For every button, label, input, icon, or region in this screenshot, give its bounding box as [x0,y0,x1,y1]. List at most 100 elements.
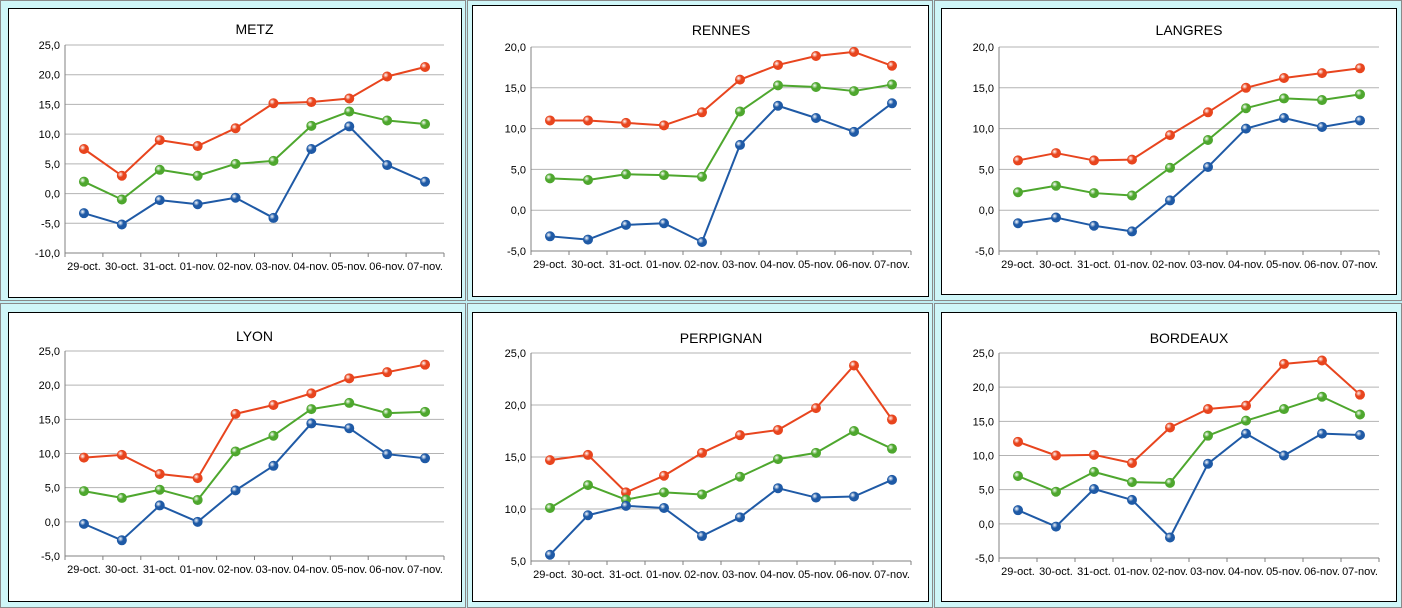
x-tick-label: 02-nov. [684,259,720,271]
x-tick-label: 29-oct. [533,569,567,581]
x-tick-label: 29-oct. [67,261,101,273]
chart-title: LANGRES [1156,22,1223,38]
series-line [1017,93,1361,197]
data-point [658,502,669,513]
data-point [1202,458,1213,469]
y-tick-label: -5,0 [41,551,60,563]
x-tick-label: 04-nov. [760,259,796,271]
x-tick-label: 31-oct. [609,259,643,271]
x-tick-label: 06-nov. [369,261,405,273]
y-tick-label: -5,0 [507,246,526,258]
data-point [734,471,745,482]
data-point [1278,73,1289,84]
data-point [1088,466,1099,477]
x-tick-label: 31-oct. [1077,259,1111,271]
data-point [1126,494,1137,505]
data-point [192,473,203,484]
y-tick-label: 0,0 [45,189,60,201]
data-point [420,359,431,370]
data-point [1316,355,1327,366]
y-tick-label: 10,0 [505,124,526,136]
data-point [658,487,669,498]
data-point [1088,155,1099,166]
y-tick-label: 25,0 [973,348,994,360]
data-point [1126,226,1137,237]
x-tick-label: 30-oct. [105,261,139,273]
x-tick-label: 31-oct. [143,261,177,273]
data-point [658,170,669,181]
data-point [1240,428,1251,439]
data-point [772,80,783,91]
chart-title: METZ [235,21,274,37]
data-point [810,447,821,458]
x-tick-label: 02-nov. [684,569,720,581]
y-tick-label: 15,0 [39,414,60,426]
chart-svg: PERPIGNAN 5,0 10,0 15,0 20,0 25,0 29-oct. 30-oc… [505,330,912,581]
data-point [1240,103,1251,114]
data-point [1278,358,1289,369]
x-tick-label: 03-nov. [722,259,758,271]
data-point [382,367,393,378]
x-tick-label: 06-nov. [369,564,405,576]
x-tick-label: 03-nov. [256,564,292,576]
x-tick-label: 07-nov. [874,569,910,581]
x-tick-label: 07-nov. [407,564,443,576]
y-tick-label: 10,0 [505,504,526,516]
series-line [549,83,893,182]
data-point [1354,409,1365,420]
y-tick-label: 25,0 [39,346,60,358]
data-point [1164,422,1175,433]
data-point [696,171,707,182]
chart-svg: LANGRES -5,0 0,0 5,0 10,0 15,0 20,0 29-oct. 30-o… [973,22,1380,271]
data-point [1202,107,1213,118]
x-tick-label: 01-nov. [646,569,682,581]
data-point [734,74,745,85]
x-tick-label: 05-nov. [798,569,834,581]
data-point [1202,161,1213,172]
data-point [382,160,393,171]
data-point [192,199,203,210]
data-point [545,115,556,126]
data-point [116,194,127,205]
chart-svg: LYON -5,0 0,0 5,0 10,0 15,0 20,0 25,0 29-oct. 30-… [39,328,445,576]
data-point [696,237,707,248]
data-point [848,426,859,437]
y-tick-label: 10,0 [39,129,60,141]
data-point [116,535,127,546]
x-tick-label: 07-nov. [1342,259,1378,271]
data-point [810,403,821,414]
chart-title: RENNES [692,22,750,38]
data-point [306,418,317,429]
x-tick-label: 30-oct. [571,569,605,581]
data-point [1013,155,1024,166]
data-point [848,360,859,371]
x-tick-label: 07-nov. [407,261,443,273]
data-point [772,454,783,465]
data-point [344,106,355,117]
chart-panel-perpignan: PERPIGNAN 5,0 10,0 15,0 20,0 25,0 29-oct. 30-oc… [472,312,929,602]
data-point [1013,187,1024,198]
data-point [78,143,89,154]
y-tick-label: 20,0 [973,382,994,394]
y-tick-label: 15,0 [505,452,526,464]
data-point [772,424,783,435]
data-point [78,176,89,187]
x-tick-label: 01-nov. [1114,566,1150,578]
x-tick-label: 03-nov. [1190,566,1226,578]
data-point [1354,430,1365,441]
data-point [1240,82,1251,93]
x-tick-label: 03-nov. [256,261,292,273]
data-point [1278,404,1289,415]
data-point [230,485,241,496]
data-point [1088,220,1099,231]
y-tick-label: 5,0 [511,556,526,568]
data-point [1354,63,1365,74]
data-point [230,446,241,457]
data-point [268,212,279,223]
data-point [545,173,556,184]
data-point [583,234,594,245]
data-point [886,98,897,109]
data-point [848,46,859,57]
y-tick-label: -5,0 [975,246,994,258]
x-tick-label: 04-nov. [760,569,796,581]
